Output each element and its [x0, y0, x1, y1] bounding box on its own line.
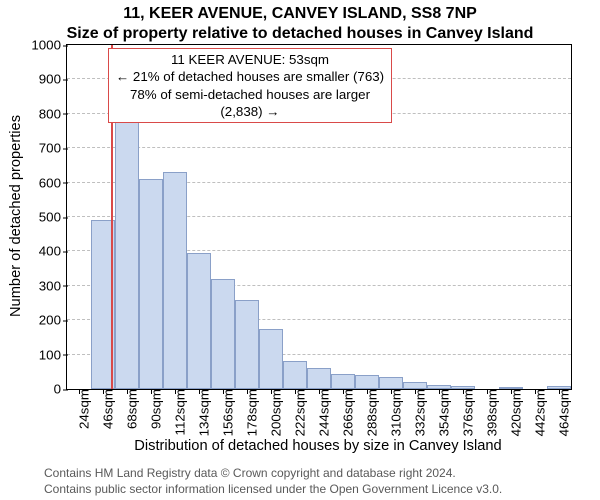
histogram-bar [235, 300, 259, 389]
histogram-bar [355, 375, 379, 389]
x-tick-label: 178sqm [240, 389, 259, 436]
attribution-footer: Contains HM Land Registry data © Crown c… [44, 466, 502, 497]
grid-line [67, 147, 571, 148]
x-tick-label: 354sqm [432, 389, 451, 436]
y-tick-label: 0 [54, 382, 67, 397]
chart-container: { "title": { "line1": "11, KEER AVENUE, … [0, 0, 600, 500]
x-tick-label: 68sqm [120, 389, 139, 429]
x-tick-label: 398sqm [480, 389, 499, 436]
y-tick-label: 300 [39, 278, 67, 293]
y-tick-label: 200 [39, 313, 67, 328]
histogram-bar [259, 329, 283, 389]
x-tick-label: 244sqm [312, 389, 331, 436]
histogram-bar [331, 374, 355, 389]
y-axis-label: Number of detached properties [8, 115, 24, 317]
x-tick-label: 24sqm [72, 389, 91, 429]
marker-annotation: 11 KEER AVENUE: 53sqm ← 21% of detached … [108, 48, 392, 123]
x-tick-label: 46sqm [96, 389, 115, 429]
x-tick-label: 200sqm [264, 389, 283, 436]
x-tick-label: 442sqm [528, 389, 547, 436]
histogram-bar [163, 172, 187, 389]
histogram-bar [211, 279, 235, 389]
y-tick-label: 500 [39, 210, 67, 225]
x-tick-label: 288sqm [360, 389, 379, 436]
x-tick-label: 310sqm [384, 389, 403, 436]
histogram-bar [115, 114, 139, 389]
y-tick-label: 700 [39, 141, 67, 156]
x-tick-label: 376sqm [456, 389, 475, 436]
x-tick-label: 222sqm [288, 389, 307, 436]
annotation-line: ← 21% of detached houses are smaller (76… [115, 68, 385, 85]
x-tick-label: 156sqm [216, 389, 235, 436]
y-tick-label: 600 [39, 175, 67, 190]
x-tick-label: 112sqm [168, 389, 187, 435]
y-tick-label: 100 [39, 347, 67, 362]
histogram-bar [139, 179, 163, 389]
x-tick-label: 332sqm [408, 389, 427, 436]
title-line1: 11, KEER AVENUE, CANVEY ISLAND, SS8 7NP [0, 4, 600, 24]
histogram-bar [403, 382, 427, 389]
histogram-bar [187, 253, 211, 389]
x-tick-label: 420sqm [504, 389, 523, 436]
x-tick-label: 134sqm [192, 389, 211, 436]
y-tick-label: 1000 [31, 38, 67, 53]
annotation-line: 78% of semi-detached houses are larger (… [115, 86, 385, 121]
x-tick-label: 464sqm [552, 389, 571, 436]
y-tick-label: 900 [39, 72, 67, 87]
y-tick-label: 800 [39, 106, 67, 121]
chart-title: 11, KEER AVENUE, CANVEY ISLAND, SS8 7NP … [0, 4, 600, 44]
y-tick-label: 400 [39, 244, 67, 259]
x-tick-label: 90sqm [144, 389, 163, 429]
histogram-bar [307, 368, 331, 389]
histogram-bar [379, 377, 403, 389]
x-axis-label: Distribution of detached houses by size … [134, 438, 501, 454]
title-line2: Size of property relative to detached ho… [0, 24, 600, 44]
annotation-line: 11 KEER AVENUE: 53sqm [115, 51, 385, 68]
footer-line: Contains public sector information licen… [44, 482, 502, 498]
footer-line: Contains HM Land Registry data © Crown c… [44, 466, 502, 482]
x-tick-label: 266sqm [336, 389, 355, 436]
histogram-bar [283, 361, 307, 389]
